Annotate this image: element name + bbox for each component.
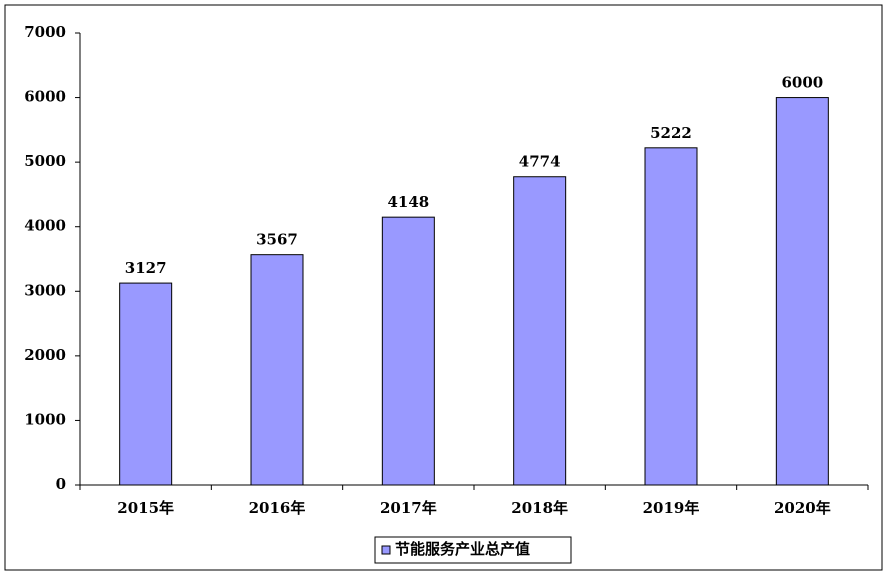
- bar: [644, 147, 698, 486]
- bar: [513, 176, 567, 486]
- y-tick-label: 0: [56, 475, 66, 493]
- x-tick-label: 2019年: [643, 499, 700, 517]
- x-tick-label: 2015年: [117, 499, 174, 517]
- bar: [381, 216, 435, 486]
- data-label: 4148: [387, 193, 429, 211]
- y-tick-label: 5000: [24, 152, 66, 170]
- y-tick-label: 1000: [24, 410, 66, 428]
- data-label: 3567: [256, 231, 298, 249]
- bar: [119, 282, 173, 486]
- bar: [775, 97, 829, 486]
- legend-box: [374, 536, 572, 564]
- y-tick-label: 2000: [24, 346, 66, 364]
- y-tick-label: 3000: [24, 281, 66, 299]
- y-tick-label: 7000: [24, 23, 66, 41]
- y-tick-label: 6000: [24, 88, 66, 106]
- data-label: 3127: [125, 259, 167, 277]
- legend-label: 节能服务产业总产值: [395, 540, 530, 558]
- bar: [250, 254, 304, 486]
- y-tick-label: 4000: [24, 217, 66, 235]
- x-tick-label: 2016年: [249, 499, 306, 517]
- x-tick-label: 2018年: [511, 499, 568, 517]
- data-label: 4774: [519, 153, 561, 171]
- data-label: 6000: [781, 74, 823, 92]
- data-label: 5222: [650, 124, 692, 142]
- x-tick-label: 2017年: [380, 499, 437, 517]
- legend-swatch: [381, 545, 391, 555]
- x-tick-label: 2020年: [774, 499, 831, 517]
